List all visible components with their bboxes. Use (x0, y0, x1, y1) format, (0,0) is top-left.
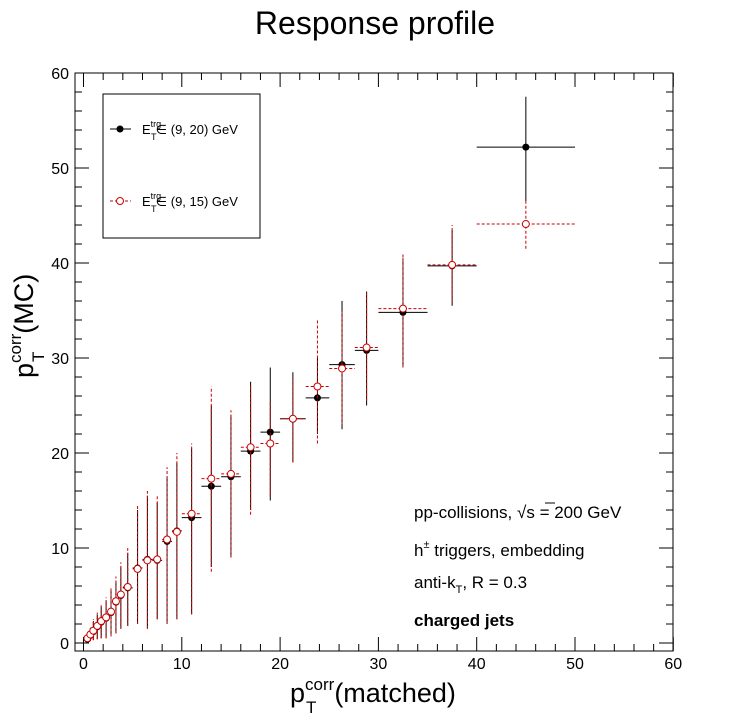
marker (448, 260, 457, 269)
marker (111, 597, 120, 606)
marker (207, 474, 216, 483)
annotation-triggers: h± triggers, embedding (414, 539, 585, 560)
legend-marker-series-2 (116, 197, 124, 205)
marker (187, 509, 196, 518)
data-point (476, 201, 575, 249)
x-tick-labels: 0 10 20 30 40 50 60 (79, 656, 682, 673)
marker (522, 143, 530, 151)
marker (123, 582, 132, 591)
x-tick-label: 10 (173, 656, 191, 673)
legend-label-series-2: Etrg ∈ (9, 15) GeV (142, 191, 238, 209)
legend-box (102, 93, 261, 239)
data-point (142, 491, 153, 629)
data-point (181, 443, 202, 615)
data-point (107, 587, 116, 637)
data-point (201, 386, 222, 572)
marker (313, 382, 322, 391)
data-point (305, 320, 330, 444)
marker (133, 564, 142, 573)
marker (398, 304, 407, 313)
y-axis-label-sub: T (29, 352, 48, 362)
data-point (102, 597, 111, 639)
marker (172, 527, 181, 536)
data-series (83, 96, 575, 643)
x-tick-label: 30 (370, 656, 388, 673)
annotation-charged-jets: charged jets (414, 611, 514, 630)
x-tick-label: 20 (271, 656, 289, 673)
x-axis-label-sub: T (306, 698, 316, 717)
y-tick-label: 40 (51, 256, 69, 273)
y-tick-label: 50 (51, 161, 69, 178)
y-tick-label: 0 (60, 636, 69, 653)
data-point (111, 576, 120, 634)
x-tick-label: 0 (79, 656, 88, 673)
y-axis-label: pcorr(MC) (6, 274, 39, 378)
data-point (221, 410, 241, 558)
marker (246, 443, 255, 452)
annotation-algorithm: anti-kT, R = 0.3 (414, 573, 527, 596)
data-point (354, 291, 379, 401)
y-tick-label: 30 (51, 351, 69, 368)
marker (153, 555, 162, 564)
x-tick-label: 40 (468, 656, 486, 673)
legend-label-series-1: Etrg ∈ (9, 20) GeV (142, 119, 238, 137)
chart-title: Response profile (255, 5, 495, 41)
data-point (240, 386, 261, 515)
marker (266, 428, 274, 436)
data-point (378, 253, 428, 368)
data-point (476, 96, 575, 202)
marker (107, 607, 116, 616)
data-point (260, 400, 281, 496)
data-point (152, 495, 163, 620)
marker (143, 556, 152, 565)
x-tick-label: 60 (664, 656, 682, 673)
marker (521, 220, 530, 229)
marker (116, 590, 125, 599)
y-tick-label: 20 (51, 446, 69, 463)
data-point (116, 562, 125, 629)
data-point (427, 225, 477, 301)
marker (102, 613, 111, 622)
data-point (132, 505, 143, 624)
legend-label-series-2-sub: T (151, 204, 157, 214)
y-tick-label: 60 (51, 66, 69, 83)
data-point (162, 467, 172, 624)
data-point (329, 310, 355, 425)
legend-label-series-1-sub: T (151, 132, 157, 142)
annotation-collisions: pp-collisions, √s = 200 GeV (414, 503, 622, 522)
marker (163, 535, 172, 544)
marker (362, 343, 371, 352)
data-point (122, 548, 133, 626)
y-tick-label: 10 (51, 541, 69, 558)
y-tick-labels: 0 10 20 30 40 50 60 (51, 66, 69, 653)
data-point (280, 377, 306, 463)
series-2 (83, 201, 575, 643)
marker (266, 439, 275, 448)
x-tick-label: 50 (566, 656, 584, 673)
legend: Etrg ∈ (9, 20) GeV T Etrg ∈ (9, 15) GeV … (102, 93, 261, 239)
marker (226, 469, 235, 478)
marker (338, 364, 347, 373)
legend-marker-series-1 (116, 125, 124, 133)
marker (288, 414, 297, 423)
x-axis-label: pcorr(matched) (290, 675, 456, 708)
axis-ticks (75, 72, 674, 651)
plot-frame (74, 72, 674, 652)
annotations: pp-collisions, √s = 200 GeV h± triggers,… (414, 502, 622, 630)
data-point (171, 453, 182, 620)
